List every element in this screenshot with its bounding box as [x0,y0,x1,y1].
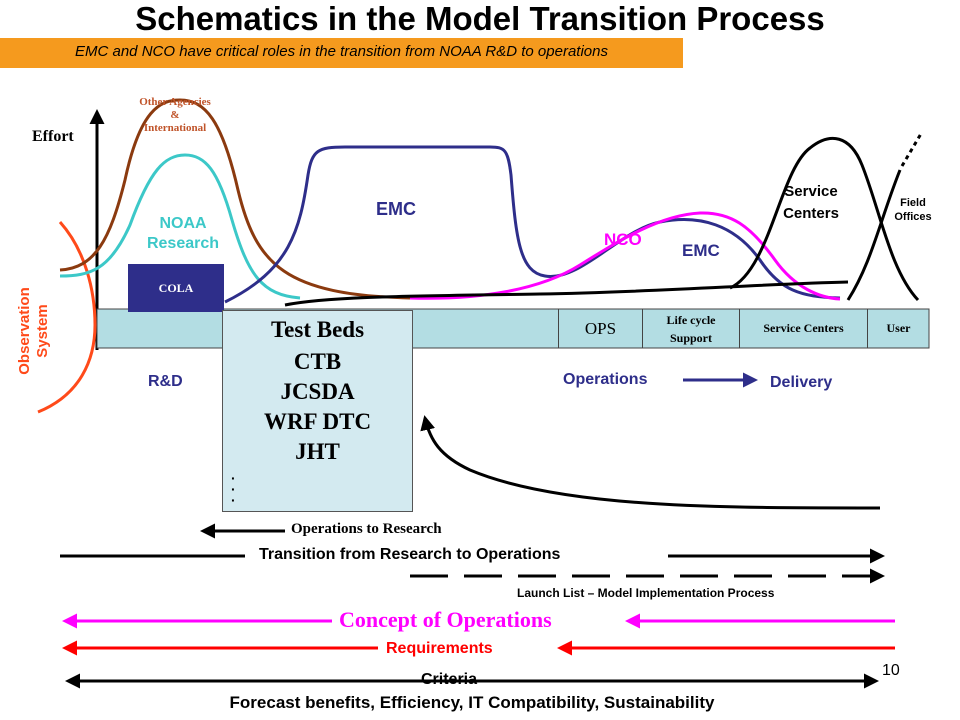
bar-cell-life-cycle: Life cycle Support [643,309,740,348]
service-centers-curve [729,137,920,302]
feedback-arrow [420,415,881,510]
service-centers-label: Service Centers [783,183,839,222]
nco-label: NCO [604,230,642,249]
subtitle-banner: EMC and NCO have critical roles in the t… [0,38,683,68]
bar-cell-ops: OPS [558,309,643,348]
test-beds-box: Test Beds CTB JCSDA WRF DTC JHT · · · [222,310,413,512]
other-agencies-label: Other Agencies & International [139,96,211,134]
page-title: Schematics in the Model Transition Proce… [135,0,825,37]
test-bed-ctb: CTB [293,349,342,374]
test-bed-jht: JHT [295,439,340,464]
page-number: 10 [882,662,900,679]
delivery-label: Delivery [770,374,833,391]
field-offices-label: Field Offices [894,197,932,223]
bar-cell-user: User [886,321,911,335]
forecast-benefits-label: Forecast benefits, Efficiency, IT Compat… [229,693,715,712]
rd-label: R&D [148,373,183,390]
effort-label: Effort [32,128,74,145]
test-beds-ellipsis: · · · [231,470,236,508]
test-beds-title: Test Beds [270,317,365,342]
test-bed-jcsda: JCSDA [280,379,355,404]
noaa-research-label: NOAA Research [146,215,220,252]
other-agencies-curve [59,98,411,300]
noaa-research-curve [59,153,301,300]
emc-plateau-curve [224,145,841,304]
conops-label: Concept of Operations [339,607,552,632]
cola-box: COLA [128,264,224,312]
requirements-label: Requirements [386,640,493,657]
observation-system-label: Observation System [16,287,51,375]
emc-right-label: EMC [682,241,720,260]
field-offices-curve [846,169,902,301]
launch-list-label: Launch List – Model Implementation Proce… [517,586,775,600]
bar-cell-service-centers: Service Centers [740,309,868,348]
emc-top-label: EMC [376,199,416,219]
test-bed-wrf-dtc: WRF DTC [263,409,372,434]
field-offices-dotted [900,131,924,167]
ops-to-research-label: Operations to Research [291,521,442,537]
operations-label: Operations [563,371,648,388]
observation-curve [37,221,97,414]
nco-curve [409,211,841,301]
r2o-label: Transition from Research to Operations [259,546,561,563]
baseline-curve [284,280,849,307]
criteria-label: Criteria [421,671,478,688]
